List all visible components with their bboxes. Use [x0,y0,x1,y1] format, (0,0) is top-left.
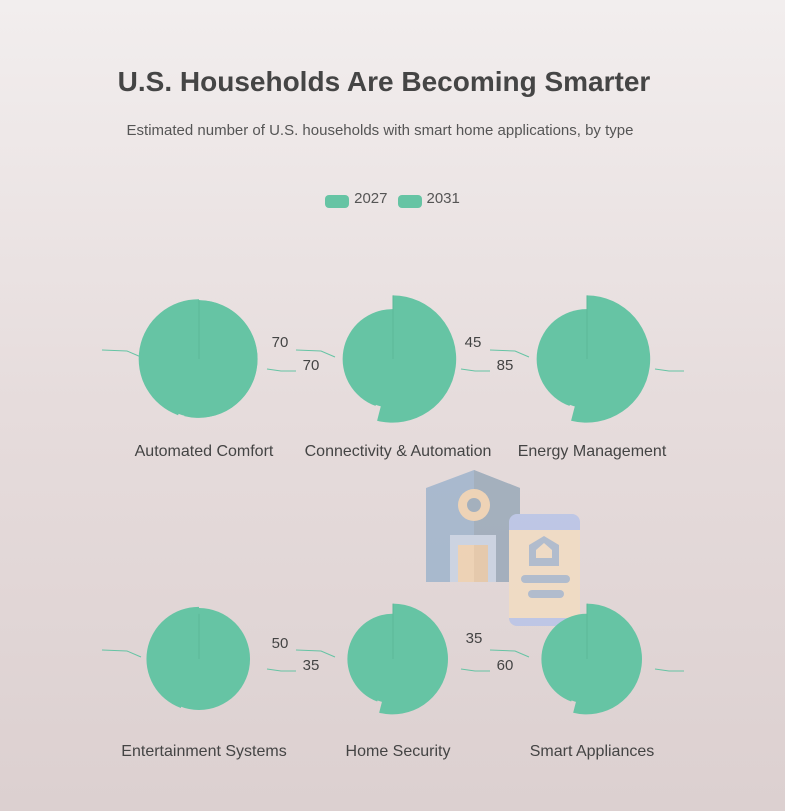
legend-swatch-2027 [325,195,350,208]
category-label-connectivity-and-automation: Connectivity & Automation [305,443,492,460]
pie-slice-2031-connectivity-and-automation[interactable] [377,295,457,423]
leader-line-2031-automated-comfort [266,368,296,372]
pie-slice-2031-smart-appliances[interactable] [573,603,642,715]
pie-slice-2031-automated-comfort[interactable] [184,300,258,418]
leader-line-2031-entertainment-systems [266,668,296,672]
legend: 2027 2031 [0,188,785,208]
category-label-automated-comfort: Automated Comfort [135,443,274,460]
value-label-home-security-2027: 50 [272,635,289,652]
value-label-right-entertainment-systems: 35 [303,657,320,674]
leader-line-2027-connectivity-and-automation [295,349,336,358]
leader-line-2027-home-security [295,649,336,658]
leader-line-2031-home-security [460,668,490,672]
category-label-smart-appliances: Smart Appliances [530,743,655,760]
leader-line-2031-smart-appliances [654,668,684,672]
value-label-connectivity-and-automation-2027: 70 [272,334,289,351]
legend-item-2031[interactable]: 2031 [397,188,460,208]
chart-subtitle: Estimated number of U.S. households with… [126,122,634,139]
pie-slice-2031-home-security[interactable] [379,603,448,715]
value-label-right-connectivity-and-automation: 85 [497,357,514,374]
leader-line-2027-automated-comfort [101,349,142,358]
category-label-home-security: Home Security [346,743,451,760]
leader-line-2027-energy-management [489,349,530,358]
leader-line-2027-smart-appliances [489,649,530,658]
legend-swatch-2031 [397,195,422,208]
value-label-smart-appliances-2027: 35 [466,630,483,647]
category-label-energy-management: Energy Management [518,443,667,460]
value-label-right-home-security: 60 [497,657,514,674]
pie-slice-2031-energy-management[interactable] [571,295,651,423]
legend-item-2027[interactable]: 2027 [325,188,388,208]
leader-line-2031-energy-management [654,368,684,372]
legend-label-2031: 2031 [426,189,460,207]
category-label-entertainment-systems: Entertainment Systems [121,743,286,760]
value-label-energy-management-2027: 45 [465,334,482,351]
leader-line-2031-connectivity-and-automation [460,368,490,372]
legend-label-2027: 2027 [354,189,388,207]
value-label-right-automated-comfort: 70 [303,357,320,374]
smart-home-phone-icon [426,470,580,626]
chart-title: U.S. Households Are Becoming Smarter [117,66,651,97]
pie-slice-2031-entertainment-systems[interactable] [187,613,244,705]
leader-line-2027-entertainment-systems [101,649,142,658]
